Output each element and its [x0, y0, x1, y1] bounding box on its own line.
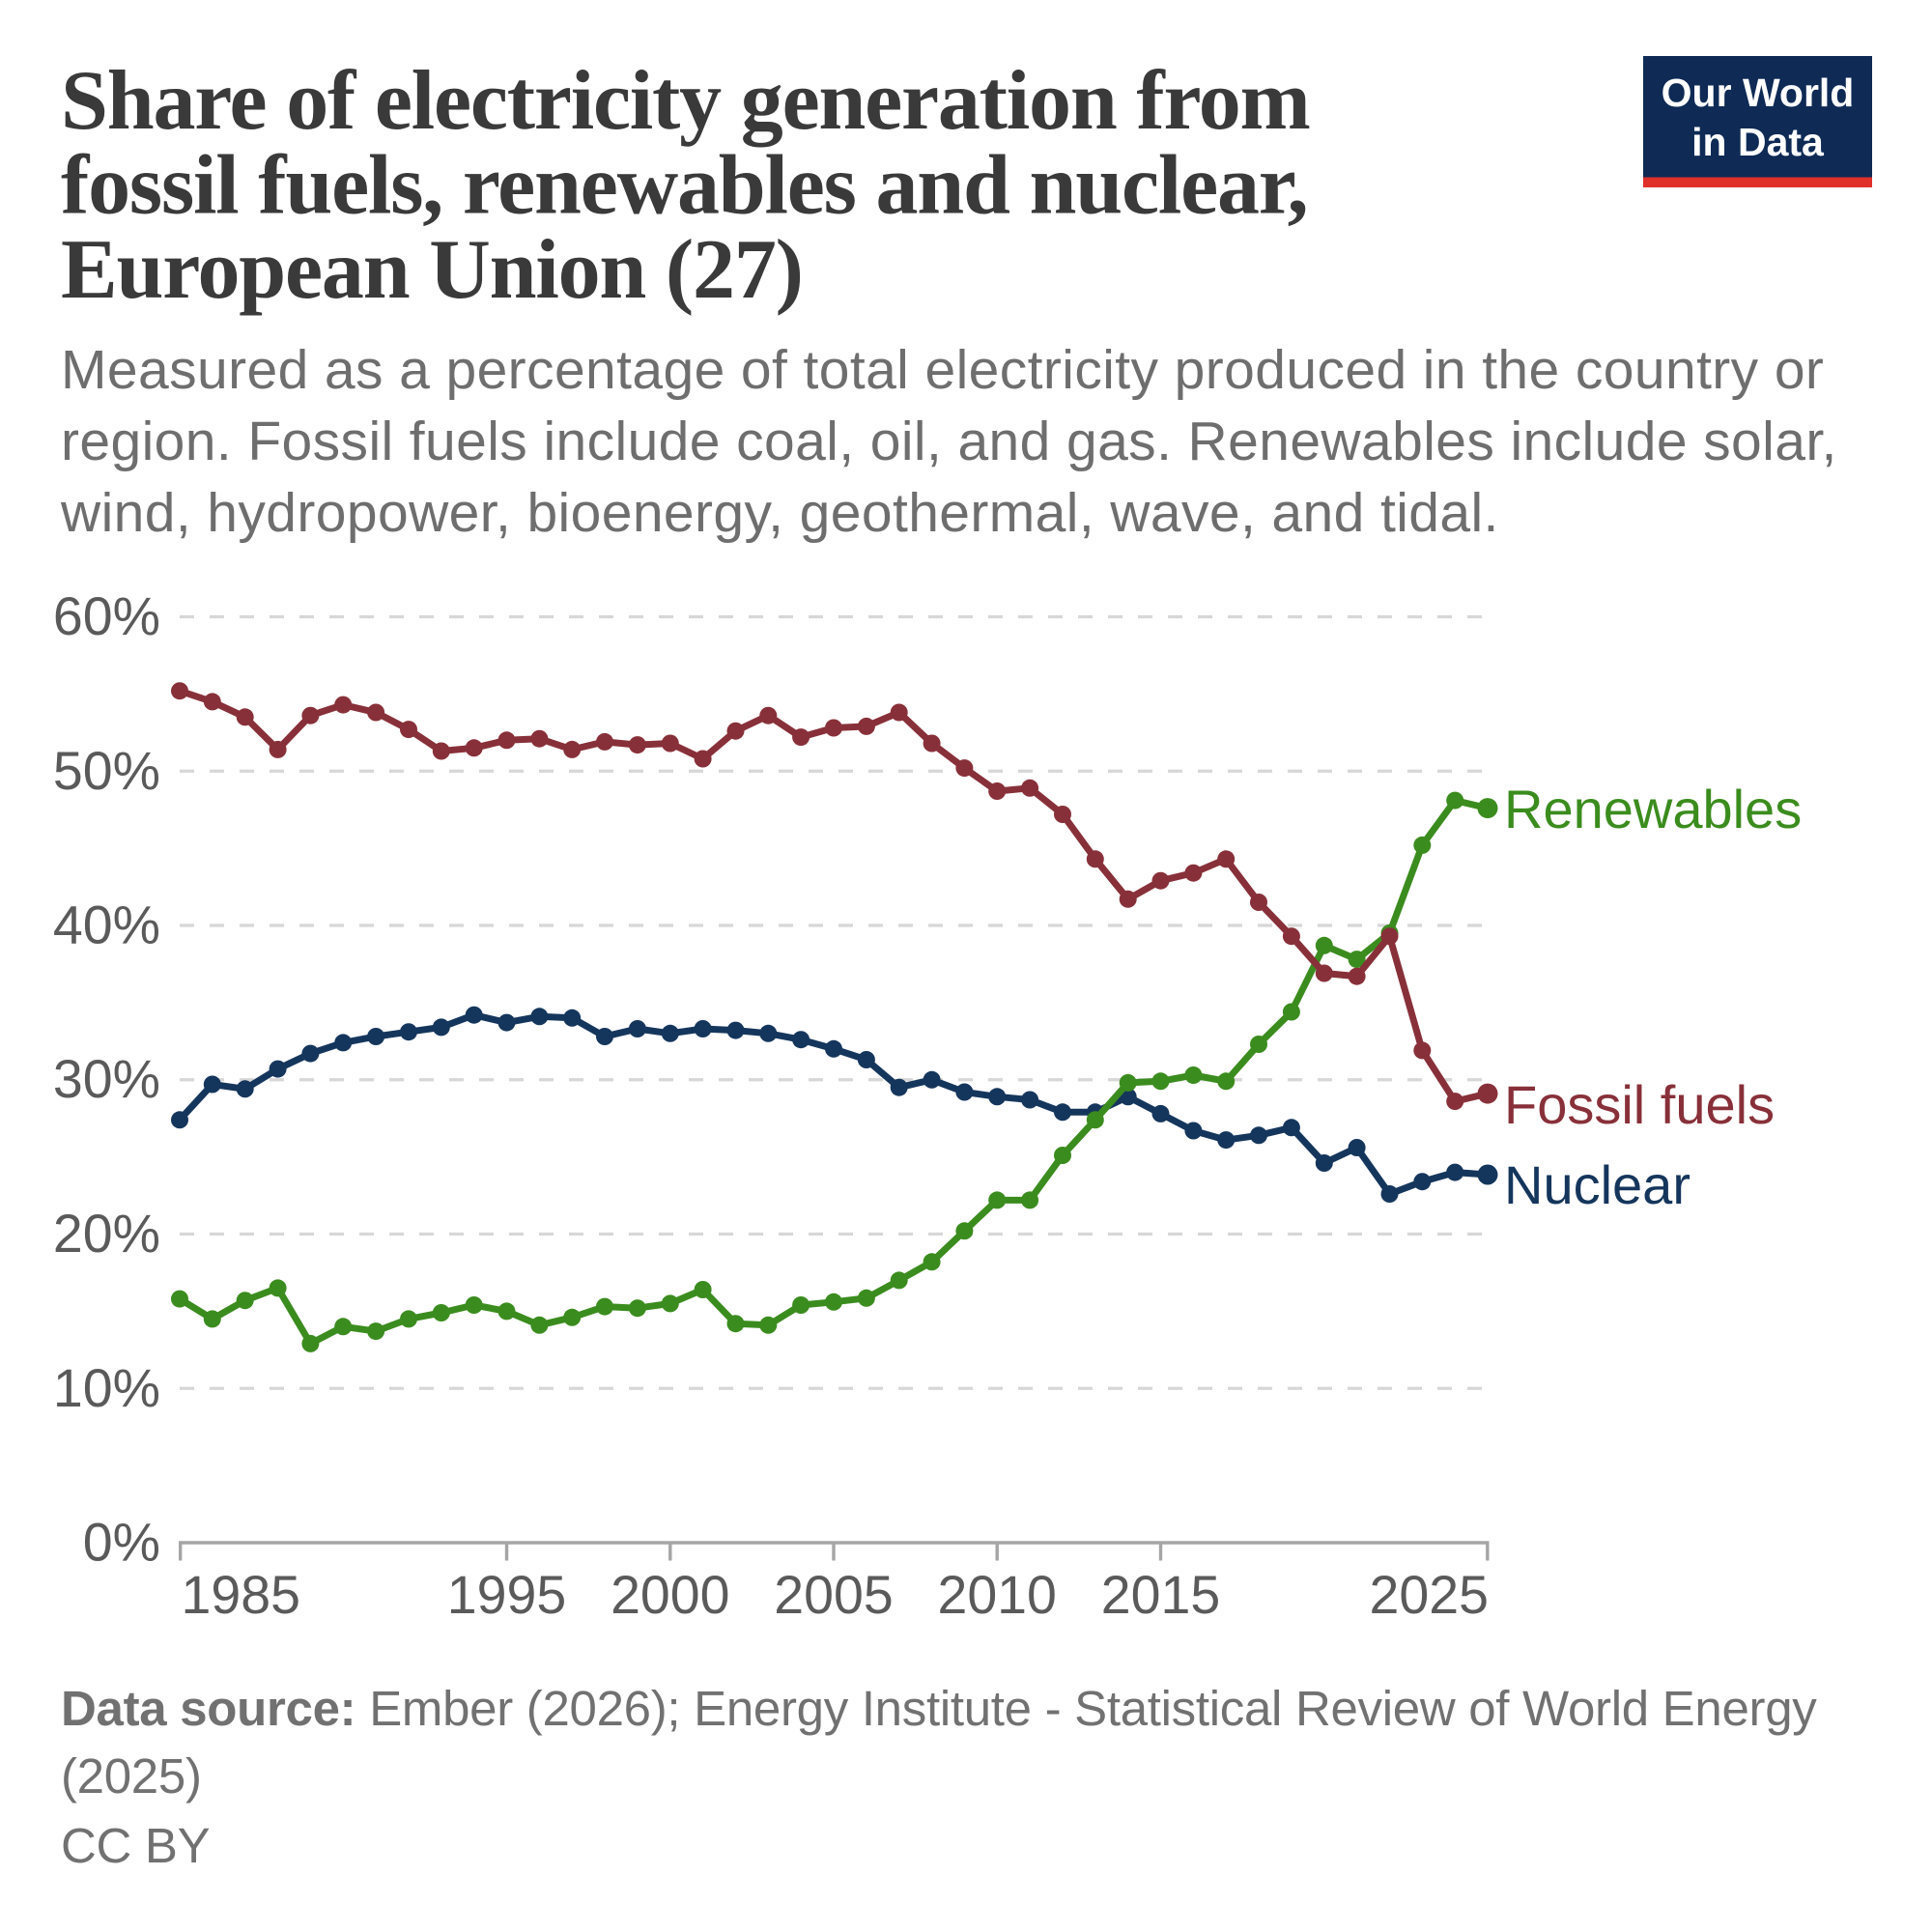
svg-text:Nuclear: Nuclear — [1504, 1154, 1690, 1215]
svg-text:20%: 20% — [53, 1204, 160, 1264]
svg-text:(2025): (2025) — [61, 1748, 202, 1804]
svg-text:30%: 30% — [53, 1049, 160, 1109]
svg-text:CC BY: CC BY — [61, 1818, 210, 1873]
svg-text:Measured as a percentage of to: Measured as a percentage of total electr… — [61, 339, 1824, 401]
svg-text:Our World: Our World — [1662, 71, 1855, 115]
svg-text:2015: 2015 — [1101, 1565, 1220, 1625]
svg-text:Data source: Ember (2026); Ene: Data source: Ember (2026); Energy Instit… — [61, 1681, 1817, 1736]
svg-text:region. Fossil fuels include c: region. Fossil fuels include coal, oil, … — [61, 411, 1837, 472]
svg-text:60%: 60% — [53, 586, 160, 646]
svg-text:1995: 1995 — [447, 1565, 566, 1625]
svg-text:in Data: in Data — [1691, 120, 1825, 164]
svg-text:2005: 2005 — [774, 1565, 893, 1625]
svg-text:2010: 2010 — [937, 1565, 1056, 1625]
svg-text:fossil fuels, renewables and n: fossil fuels, renewables and nuclear, — [61, 139, 1307, 233]
svg-text:40%: 40% — [53, 895, 160, 955]
svg-text:wind, hydropower, bioenergy, g: wind, hydropower, bioenergy, geothermal,… — [60, 482, 1499, 544]
svg-text:Fossil fuels: Fossil fuels — [1504, 1074, 1775, 1135]
svg-text:Share of electricity generatio: Share of electricity generation from — [61, 54, 1310, 148]
svg-text:50%: 50% — [53, 741, 160, 801]
svg-text:10%: 10% — [53, 1358, 160, 1418]
svg-text:1985: 1985 — [182, 1565, 300, 1625]
svg-text:2025: 2025 — [1370, 1565, 1489, 1625]
svg-text:0%: 0% — [83, 1513, 160, 1573]
svg-text:2000: 2000 — [611, 1565, 729, 1625]
svg-text:Renewables: Renewables — [1504, 779, 1802, 839]
svg-text:European Union (27): European Union (27) — [61, 223, 803, 317]
